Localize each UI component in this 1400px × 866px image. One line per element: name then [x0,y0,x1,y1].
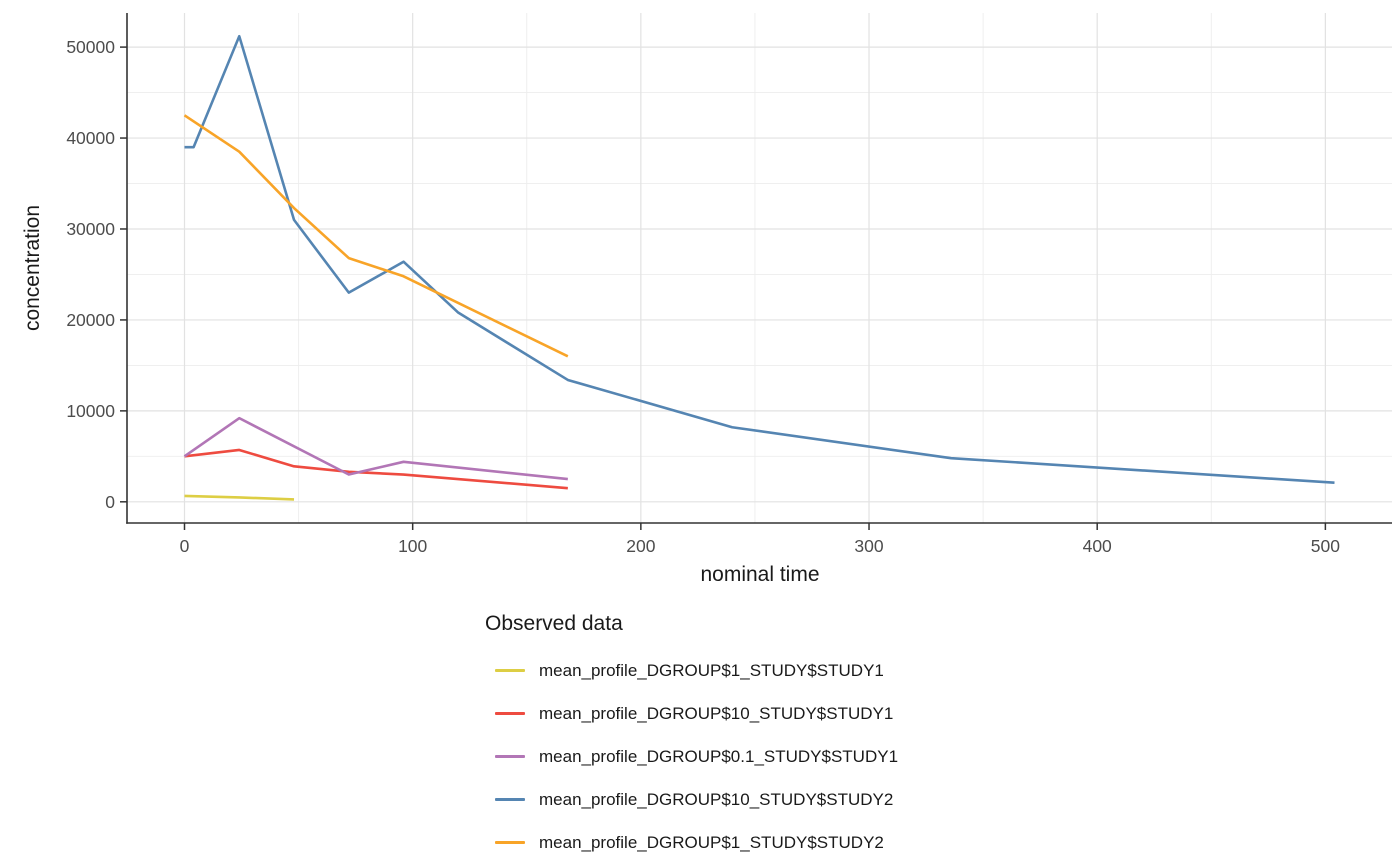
y-tick-label: 0 [105,492,115,512]
series-line [184,34,1335,485]
x-tick-label: 100 [398,536,427,556]
x-tick-label: 500 [1311,536,1340,556]
legend-key-line [495,711,525,716]
y-tick-label: 20000 [66,310,115,330]
series-line [184,494,295,501]
legend-item: mean_profile_DGROUP$10_STUDY$STUDY2 [483,789,1123,810]
y-tick-label: 30000 [66,219,115,239]
concentration-time-plot: 0 100 200 300 400 500 0 10000 20000 30000 40000 500… [66,13,1392,556]
legend-item-label: mean_profile_DGROUP$10_STUDY$STUDY2 [539,789,894,809]
y-tick-label: 50000 [66,37,115,57]
legend-item: mean_profile_DGROUP$0.1_STUDY$STUDY1 [483,746,1123,767]
series-line [183,416,568,481]
x-tick-label: 300 [854,536,883,556]
x-axis-title: nominal time [700,563,820,586]
series-line [184,448,568,490]
legend-item-label: mean_profile_DGROUP$0.1_STUDY$STUDY1 [539,746,899,766]
y-axis-title: concentration [21,204,44,332]
legend-item: mean_profile_DGROUP$1_STUDY$STUDY1 [483,660,1123,681]
legend-key-line [495,754,525,759]
x-tick-label: 200 [626,536,655,556]
y-tick-label: 40000 [66,128,115,148]
legend-title: Observed data [485,612,623,635]
legend-key-line [495,797,525,802]
legend-key-line [495,840,525,845]
legend-item: mean_profile_DGROUP$10_STUDY$STUDY1 [483,703,1123,724]
legend-item-label: mean_profile_DGROUP$1_STUDY$STUDY1 [539,660,884,680]
legend-key-line [495,668,525,673]
series-line [183,114,569,358]
legend-item-label: mean_profile_DGROUP$10_STUDY$STUDY1 [539,703,894,723]
legend: Observed data mean_profile_DGROUP$1_STUD… [483,612,1123,866]
x-tick-label: 0 [180,536,190,556]
legend-item: mean_profile_DGROUP$1_STUDY$STUDY2 [483,832,1123,853]
y-tick-label: 10000 [66,401,115,421]
x-tick-label: 400 [1083,536,1112,556]
legend-item-label: mean_profile_DGROUP$1_STUDY$STUDY2 [539,832,884,852]
